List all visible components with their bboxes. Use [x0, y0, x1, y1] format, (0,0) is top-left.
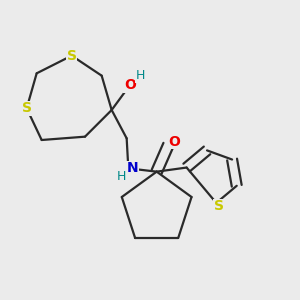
Text: O: O: [168, 135, 180, 149]
Text: S: S: [214, 199, 224, 213]
Text: H: H: [116, 170, 126, 183]
Text: S: S: [22, 101, 32, 115]
Text: N: N: [127, 161, 138, 175]
Text: O: O: [124, 78, 136, 92]
Text: S: S: [67, 49, 77, 63]
Text: H: H: [135, 69, 145, 82]
